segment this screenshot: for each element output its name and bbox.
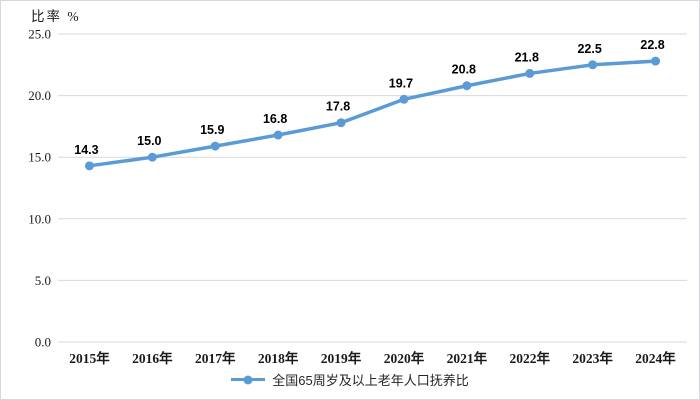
- data-point-marker: [336, 118, 346, 128]
- data-point-marker: [651, 56, 661, 66]
- y-axis-title: 比率 %: [31, 9, 81, 24]
- x-tick-label: 2024年: [635, 350, 676, 366]
- y-tick-label: 10.0: [28, 211, 51, 226]
- x-tick-label: 2022年: [510, 350, 551, 366]
- x-tick-label: 2023年: [572, 350, 613, 366]
- data-point-label: 15.0: [137, 134, 161, 148]
- data-point-label: 19.7: [389, 76, 413, 90]
- legend-line-marker-icon: [231, 375, 266, 384]
- data-point-marker: [462, 81, 472, 91]
- data-point-marker: [273, 130, 283, 140]
- legend-dot-icon: [243, 375, 253, 384]
- data-point-label: 17.8: [326, 100, 350, 114]
- data-point-label: 15.9: [200, 123, 224, 137]
- data-point-label: 22.5: [577, 42, 601, 56]
- y-tick-label: 25.0: [28, 27, 51, 42]
- x-tick-label: 2019年: [321, 350, 362, 366]
- data-line: [87, 59, 658, 168]
- data-point-marker: [210, 141, 220, 151]
- data-point-marker: [399, 94, 409, 104]
- data-point-marker: [147, 152, 157, 162]
- data-point-label: 20.8: [452, 63, 476, 77]
- y-tick-label: 15.0: [28, 150, 51, 165]
- y-tick-label: 5.0: [35, 273, 51, 288]
- data-point-marker: [84, 161, 94, 171]
- x-tick-label: 2015年: [69, 350, 110, 366]
- data-point-marker: [525, 68, 535, 78]
- x-tick-label: 2017年: [195, 350, 236, 366]
- y-tick-label: 0.0: [35, 335, 51, 350]
- legend: 全国65周岁及以上老年人口抚养比: [1, 370, 699, 389]
- data-point-label: 14.3: [74, 143, 98, 157]
- x-tick-label: 2021年: [447, 350, 488, 366]
- data-point-marker: [588, 60, 598, 70]
- data-point-label: 16.8: [263, 112, 287, 126]
- x-tick-label: 2018年: [258, 350, 299, 366]
- x-tick-label: 2020年: [384, 350, 425, 366]
- x-tick-label: 2016年: [132, 350, 173, 366]
- data-point-label: 21.8: [515, 50, 539, 64]
- y-tick-label: 20.0: [28, 88, 51, 103]
- legend-series-label: 全国65周岁及以上老年人口抚养比: [272, 373, 469, 388]
- data-point-label: 22.8: [640, 38, 664, 52]
